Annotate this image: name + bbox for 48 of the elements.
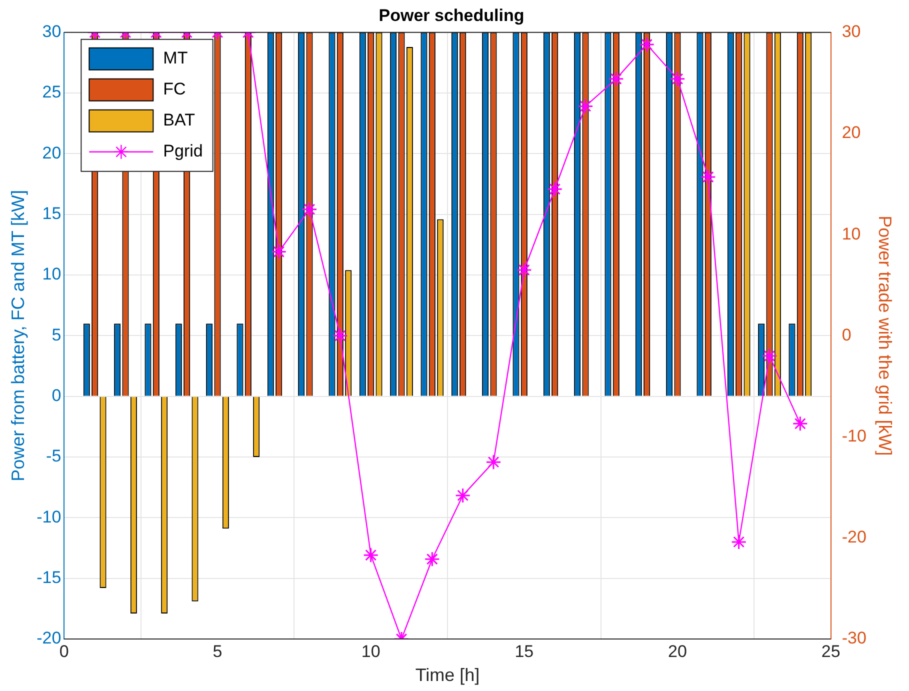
point xyxy=(271,244,287,260)
y2-tick-label: 0 xyxy=(842,325,852,344)
y-tick-label: 5 xyxy=(52,325,62,344)
point xyxy=(639,36,655,52)
point xyxy=(731,534,747,550)
y2-tick-label: -20 xyxy=(842,528,866,547)
point xyxy=(700,169,716,185)
y-tick-label: -15 xyxy=(36,568,62,588)
x-tick-label: 10 xyxy=(361,642,380,661)
legend-label: MT xyxy=(163,48,188,68)
x-tick-label: 25 xyxy=(821,642,840,661)
y-tick-label: -10 xyxy=(36,507,62,526)
y-tick-label: 25 xyxy=(42,82,62,102)
point xyxy=(578,98,594,114)
legend-label: FC xyxy=(163,80,186,99)
point xyxy=(762,348,778,364)
y-tick-label: 30 xyxy=(42,22,62,42)
point xyxy=(792,416,808,432)
y2-axis-title: Power trade with the grid [kW] xyxy=(875,216,896,456)
y-tick-label: 15 xyxy=(42,204,62,224)
point xyxy=(332,328,348,344)
x-tick-label: 20 xyxy=(668,642,687,661)
x-tick-label: 15 xyxy=(514,642,534,661)
point xyxy=(516,262,532,278)
chart-title: Power scheduling xyxy=(378,6,524,25)
legend-label: Pgrid xyxy=(163,142,203,161)
y2-tick-label: -10 xyxy=(842,426,866,446)
y2-tick-label: 30 xyxy=(842,22,861,42)
point xyxy=(363,547,379,563)
y-tick-label: -5 xyxy=(46,446,62,466)
point xyxy=(670,71,686,87)
x-tick-label: 5 xyxy=(212,642,222,661)
y2-tick-label: 10 xyxy=(842,224,861,244)
point xyxy=(486,454,502,470)
y-tick-label: 0 xyxy=(52,386,62,406)
point xyxy=(547,181,563,197)
point xyxy=(455,488,471,504)
y2-tick-label: -30 xyxy=(842,628,866,648)
y-tick-label: 20 xyxy=(42,143,62,162)
x-axis-title: Time [h] xyxy=(415,665,480,686)
point xyxy=(302,202,318,218)
y-tick-label: 10 xyxy=(42,264,62,284)
y-tick-label: -20 xyxy=(36,628,62,648)
point xyxy=(424,551,440,567)
point xyxy=(608,71,624,87)
y-axis-title: Power from battery, FC and MT [kW] xyxy=(8,190,28,482)
legend-label: BAT xyxy=(163,110,195,130)
y2-tick-label: 20 xyxy=(842,123,861,142)
